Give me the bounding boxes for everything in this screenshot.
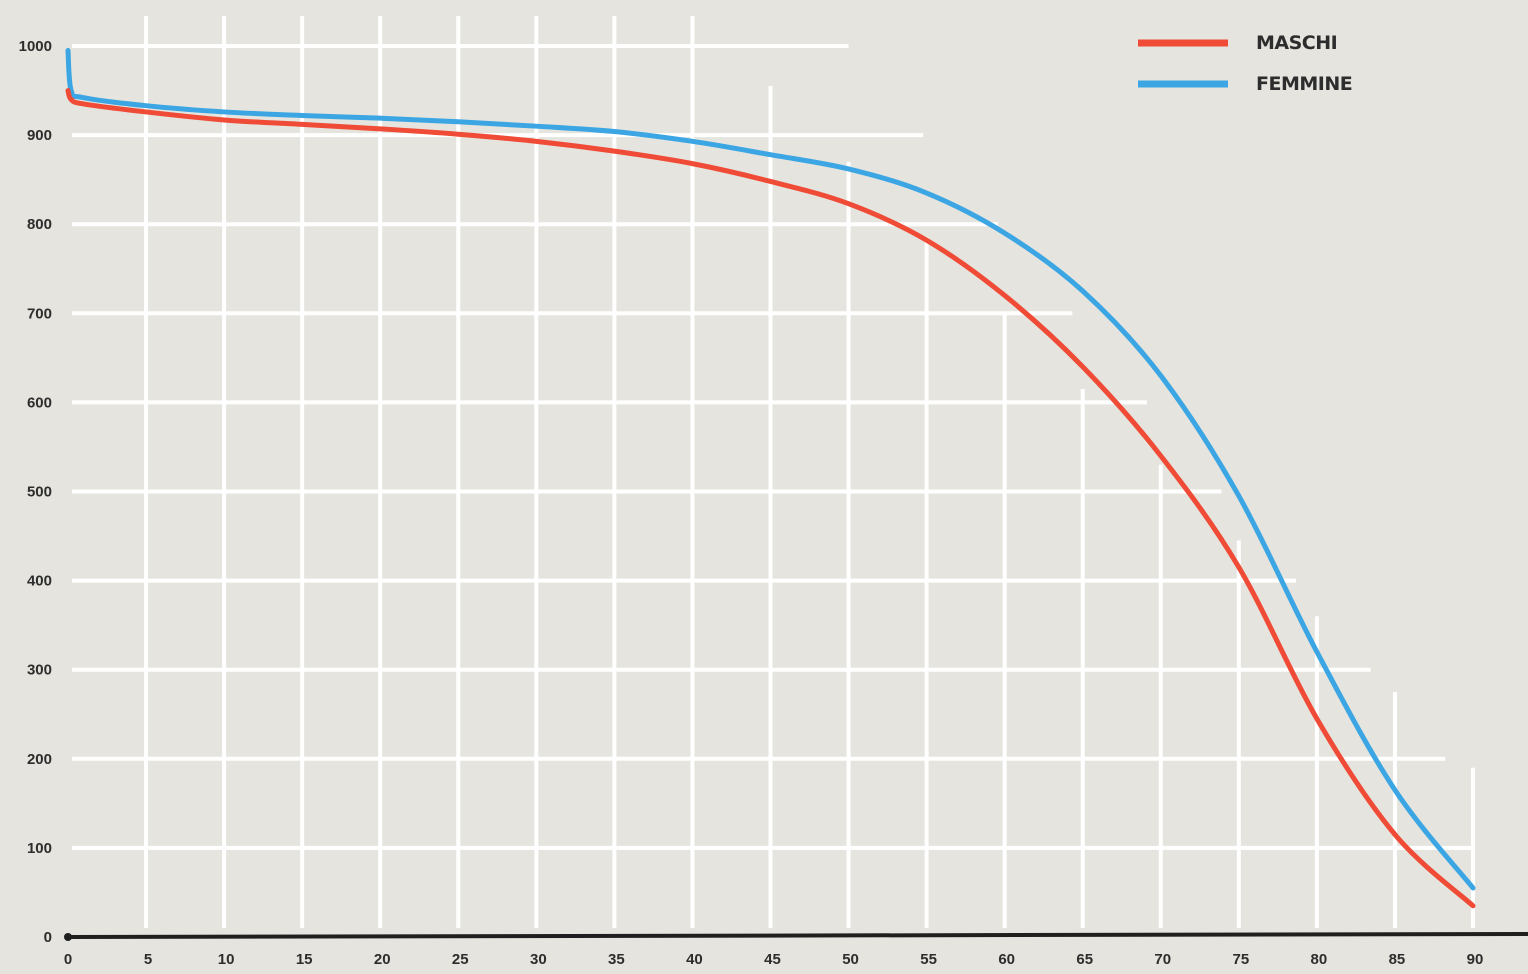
legend-label-femmine: FEMMINE bbox=[1256, 73, 1352, 95]
x-tick-label: 85 bbox=[1389, 951, 1406, 968]
y-tick-label: 400 bbox=[27, 573, 52, 590]
y-tick-label: 300 bbox=[27, 662, 52, 679]
axes: 0 100 200 300 400 500 600 700 800 900 1000 0 5 10 15 20… bbox=[19, 38, 1528, 968]
x-tick-label: 45 bbox=[764, 951, 781, 968]
series-line-maschi bbox=[65, 88, 1476, 909]
y-tick-label: 100 bbox=[27, 840, 52, 857]
y-tick-label: 700 bbox=[27, 305, 52, 322]
y-tick-label: 600 bbox=[27, 394, 52, 411]
series-line-femmine bbox=[65, 47, 1476, 891]
y-tick-label: 200 bbox=[27, 751, 52, 768]
grid-lines bbox=[72, 16, 1475, 928]
x-tick-label: 30 bbox=[530, 951, 547, 968]
axis-origin-dot bbox=[64, 933, 72, 941]
x-tick-label: 5 bbox=[144, 951, 152, 968]
x-tick-label: 65 bbox=[1076, 951, 1093, 968]
x-tick-label: 75 bbox=[1232, 951, 1249, 968]
x-tick-label: 80 bbox=[1311, 951, 1328, 968]
x-tick-label: 50 bbox=[842, 951, 859, 968]
y-tick-label: 0 bbox=[44, 929, 52, 946]
x-tick-label: 20 bbox=[374, 951, 391, 968]
y-tick-label: 900 bbox=[27, 127, 52, 144]
x-tick-label: 0 bbox=[64, 951, 72, 968]
x-tick-label: 10 bbox=[218, 951, 235, 968]
x-tick-label: 60 bbox=[998, 951, 1015, 968]
x-tick-label: 40 bbox=[686, 951, 703, 968]
y-tick-label: 1000 bbox=[19, 38, 52, 55]
x-tick-label: 15 bbox=[296, 951, 313, 968]
x-tick-label: 90 bbox=[1467, 951, 1484, 968]
x-tick-label: 70 bbox=[1154, 951, 1171, 968]
x-tick-label: 35 bbox=[608, 951, 625, 968]
legend: MASCHI FEMMINE bbox=[1138, 32, 1353, 95]
y-tick-label: 800 bbox=[27, 216, 52, 233]
y-tick-label: 500 bbox=[27, 484, 52, 501]
x-axis-line bbox=[67, 932, 1528, 939]
x-tick-label: 25 bbox=[452, 951, 469, 968]
legend-label-maschi: MASCHI bbox=[1256, 32, 1337, 54]
x-tick-label: 55 bbox=[920, 951, 937, 968]
series-lines bbox=[65, 47, 1476, 909]
